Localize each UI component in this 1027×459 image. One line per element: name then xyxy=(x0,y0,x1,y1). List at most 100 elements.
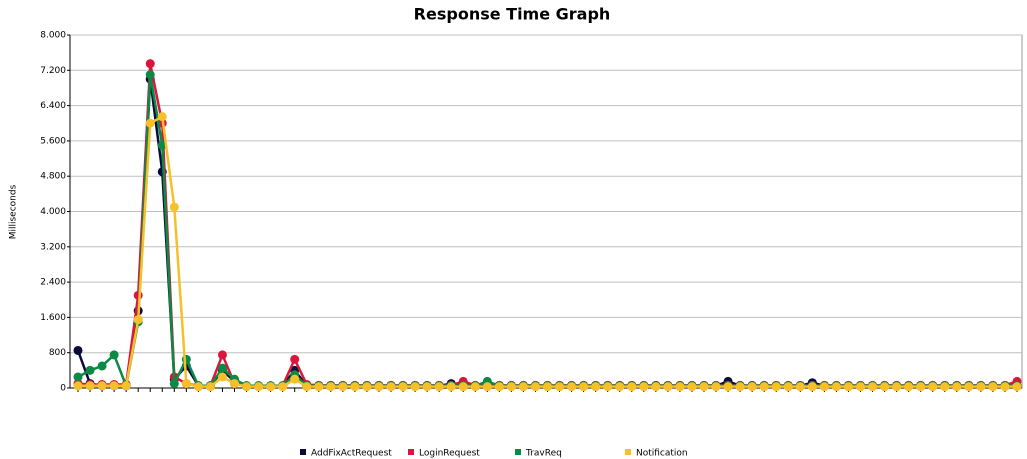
legend-swatch xyxy=(408,449,414,455)
data-point xyxy=(266,382,276,392)
data-point xyxy=(133,315,143,325)
data-point xyxy=(314,382,324,392)
data-point xyxy=(386,382,396,392)
data-point xyxy=(97,361,107,371)
data-point xyxy=(109,381,119,391)
data-point xyxy=(904,382,914,392)
data-point xyxy=(747,382,757,392)
data-point xyxy=(543,382,552,392)
data-point xyxy=(97,381,107,391)
data-point xyxy=(302,382,312,392)
data-point xyxy=(699,382,709,392)
data-point xyxy=(856,382,865,392)
legend-label: Notification xyxy=(636,449,688,459)
y-tick-label: 800 xyxy=(49,348,66,358)
data-point xyxy=(109,350,119,360)
data-point xyxy=(988,382,998,392)
data-point xyxy=(591,382,601,392)
data-point xyxy=(494,382,504,392)
data-point xyxy=(374,382,384,392)
data-point xyxy=(338,382,348,392)
data-point xyxy=(169,202,179,212)
data-point xyxy=(928,382,938,392)
chart-title: Response Time Graph xyxy=(414,5,611,24)
data-point xyxy=(819,382,829,392)
data-point xyxy=(530,382,540,392)
data-point xyxy=(615,382,625,392)
data-point xyxy=(458,382,468,392)
data-point xyxy=(916,382,926,392)
data-point xyxy=(687,382,697,392)
legend-label: LoginRequest xyxy=(419,449,480,459)
data-point xyxy=(783,382,793,392)
data-point xyxy=(169,379,179,389)
data-point xyxy=(1012,382,1022,392)
data-point xyxy=(230,379,239,389)
data-point xyxy=(735,382,745,392)
data-point xyxy=(868,382,878,392)
data-point xyxy=(181,379,191,389)
data-point xyxy=(807,382,817,392)
data-point xyxy=(627,382,637,392)
data-point xyxy=(567,382,577,392)
data-point xyxy=(723,382,733,392)
data-point xyxy=(73,381,83,391)
data-point xyxy=(952,382,962,392)
data-point xyxy=(217,363,227,373)
data-point xyxy=(278,382,288,392)
data-point xyxy=(555,382,565,392)
data-point xyxy=(242,382,252,392)
data-point xyxy=(711,382,721,392)
y-tick-label: 5.600 xyxy=(40,136,66,146)
data-point xyxy=(1000,382,1010,392)
data-point xyxy=(880,382,890,392)
data-point xyxy=(193,382,203,392)
y-tick-label: 7.200 xyxy=(40,66,66,76)
legend-swatch xyxy=(625,449,631,455)
data-point xyxy=(181,354,191,364)
data-point xyxy=(603,382,613,392)
data-point xyxy=(73,372,83,382)
data-point xyxy=(217,372,227,382)
data-point xyxy=(940,382,950,392)
data-point xyxy=(254,382,264,392)
data-point xyxy=(976,382,986,392)
data-point xyxy=(290,374,300,384)
data-point xyxy=(506,382,516,392)
y-tick-label: 3.200 xyxy=(40,242,66,252)
legend-swatch xyxy=(300,449,306,455)
data-point xyxy=(663,382,673,392)
data-point xyxy=(843,382,853,392)
data-point xyxy=(410,382,420,392)
y-tick-label: 1.600 xyxy=(40,313,66,323)
legend-label: AddFixActRequest xyxy=(311,449,392,459)
data-point xyxy=(771,382,781,392)
data-point xyxy=(205,382,215,392)
data-point xyxy=(470,382,480,392)
data-point xyxy=(759,382,769,392)
data-point xyxy=(434,382,444,392)
y-tick-label: 4.800 xyxy=(40,172,66,182)
data-point xyxy=(422,382,432,392)
legend-label: TravReq xyxy=(525,449,562,459)
y-tick-label: 4.000 xyxy=(40,207,66,217)
legend-swatch xyxy=(515,449,521,455)
data-point xyxy=(73,345,83,355)
y-tick-label: 8.000 xyxy=(40,31,66,41)
data-point xyxy=(145,59,155,69)
data-point xyxy=(675,382,685,392)
data-point xyxy=(579,382,589,392)
data-point xyxy=(362,382,372,392)
data-point xyxy=(121,381,131,391)
data-point xyxy=(157,140,167,150)
data-point xyxy=(639,382,649,392)
data-point xyxy=(157,112,167,122)
data-point xyxy=(892,382,902,392)
y-tick-label: 2.400 xyxy=(40,278,66,288)
data-point xyxy=(398,382,408,392)
data-point xyxy=(85,365,95,375)
data-point xyxy=(350,382,360,392)
data-point xyxy=(145,70,155,80)
y-axis-label: Milliseconds xyxy=(9,184,19,239)
